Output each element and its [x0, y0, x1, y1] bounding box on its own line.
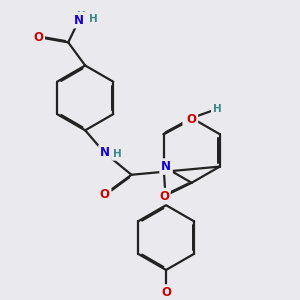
Text: H: H	[77, 11, 85, 20]
Text: O: O	[100, 188, 110, 201]
Text: O: O	[161, 286, 171, 299]
Text: N: N	[161, 160, 171, 173]
Text: H: H	[213, 104, 221, 114]
Text: N: N	[100, 146, 110, 159]
Text: H: H	[88, 14, 97, 24]
Text: O: O	[159, 190, 169, 202]
Text: O: O	[186, 113, 197, 127]
Text: N: N	[184, 112, 194, 124]
Text: O: O	[33, 31, 43, 44]
Text: N: N	[74, 14, 84, 27]
Text: H: H	[113, 149, 122, 159]
